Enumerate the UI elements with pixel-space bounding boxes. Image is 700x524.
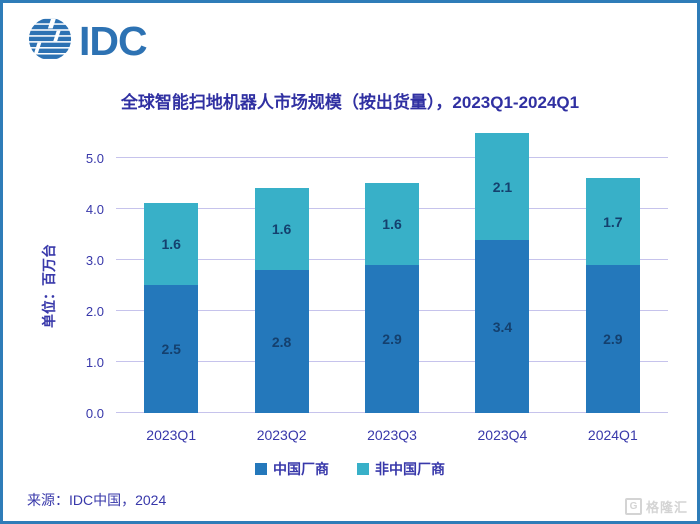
bar-value-label: 2.8 — [271, 333, 292, 350]
stacked-bar: 1.6 2.8 — [254, 188, 309, 413]
bar-value-label: 3.4 — [492, 318, 513, 335]
legend-item-中国厂商: 中国厂商 — [255, 459, 329, 479]
stacked-bar: 1.6 2.9 — [365, 183, 420, 413]
bar-segment-非中国厂商: 1.7 — [585, 178, 640, 265]
x-tick-label: 2023Q1 — [146, 427, 197, 443]
x-tick-label: 2024Q1 — [587, 427, 638, 443]
y-tick-label: 4.0 — [85, 202, 104, 217]
x-tick-label: 2023Q2 — [256, 427, 307, 443]
bar-group-2023Q4: 2.1 3.4 — [447, 128, 557, 413]
y-tick-label: 5.0 — [85, 151, 104, 166]
bar-segment-中国厂商: 2.8 — [254, 270, 309, 413]
bar-value-label: 1.6 — [382, 216, 402, 232]
bar-group-2023Q3: 1.6 2.9 — [337, 128, 447, 413]
idc-logo-wordmark: IDC — [79, 18, 148, 64]
bar-segment-非中国厂商: 1.6 — [144, 203, 199, 285]
x-tick-label: 2023Q4 — [477, 427, 528, 443]
legend-swatch-icon — [357, 463, 369, 475]
y-tick-label: 3.0 — [85, 253, 104, 268]
bar-segment-中国厂商: 2.9 — [585, 265, 640, 413]
bar-segment-中国厂商: 2.5 — [144, 285, 199, 413]
legend-swatch-icon — [255, 463, 267, 475]
stacked-bar: 2.1 3.4 — [475, 133, 530, 413]
idc-globe-icon — [27, 16, 73, 67]
bar-value-label: 2.1 — [492, 178, 513, 195]
x-tick-label: 2023Q3 — [367, 427, 417, 443]
bar-segment-非中国厂商: 1.6 — [254, 188, 309, 270]
bar-segment-非中国厂商: 2.1 — [475, 133, 530, 240]
gelonghui-watermark-text: 格隆汇 — [645, 500, 688, 515]
stacked-bar: 1.7 2.9 — [585, 178, 640, 413]
bar-segment-非中国厂商: 1.6 — [365, 183, 420, 265]
bar-group-2023Q2: 1.6 2.8 — [226, 128, 336, 413]
stacked-bar: 1.6 2.5 — [144, 203, 199, 413]
bar-value-label: 2.9 — [382, 331, 402, 347]
bar-value-label: 1.6 — [161, 236, 181, 252]
idc-logo: IDC — [27, 16, 148, 67]
gelonghui-logo-icon: G — [624, 498, 642, 515]
source-note: 来源：IDC中国，2024 — [27, 492, 167, 508]
bar-group-2024Q1: 1.7 2.9 — [558, 128, 668, 413]
y-tick-label: 2.0 — [85, 304, 104, 319]
gelonghui-watermark: G 格隆汇 — [624, 497, 688, 516]
bars-layer: 1.6 2.5 1.6 2.8 1.6 2.9 2.1 3.4 1.7 2.9 — [116, 128, 668, 413]
legend-label: 中国厂商 — [273, 461, 329, 477]
gridline — [116, 157, 668, 158]
bar-value-label: 1.7 — [603, 213, 623, 230]
bar-segment-中国厂商: 3.4 — [475, 240, 530, 413]
y-axis-title: 单位：百万台 — [41, 244, 57, 328]
bar-value-label: 2.9 — [603, 331, 623, 347]
y-tick-label: 1.0 — [85, 355, 104, 370]
bar-group-2023Q1: 1.6 2.5 — [116, 128, 226, 413]
legend-label: 非中国厂商 — [375, 461, 445, 477]
chart-title: 全球智能扫地机器人市场规模（按出货量），2023Q1-2024Q1 — [120, 93, 580, 112]
legend-item-非中国厂商: 非中国厂商 — [357, 459, 445, 479]
y-tick-label: 0.0 — [85, 406, 104, 421]
bar-value-label: 2.5 — [161, 341, 181, 357]
bar-segment-中国厂商: 2.9 — [365, 265, 420, 413]
plot-area: 0.0 1.0 2.0 3.0 4.0 5.0 1.6 2.5 1.6 2.8 1.6 2.9 2.1 3… — [86, 128, 668, 421]
x-axis-labels: 2023Q1 2023Q2 2023Q3 2023Q4 2024Q1 — [116, 427, 668, 443]
chart-legend: 中国厂商 非中国厂商 — [3, 459, 697, 479]
bar-value-label: 1.6 — [271, 221, 292, 237]
